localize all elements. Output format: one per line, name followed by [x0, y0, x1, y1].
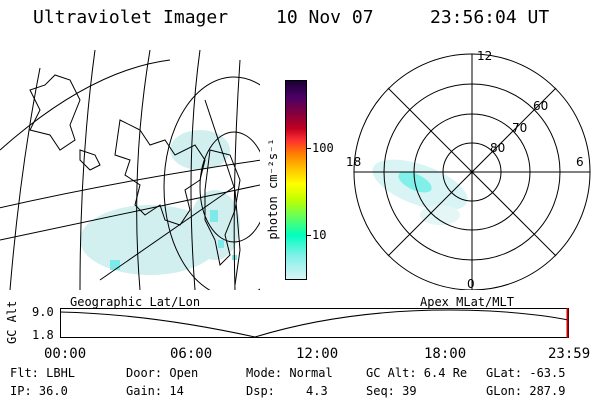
altitude-timeline: [60, 308, 569, 338]
colorbar-unit-label: photon cm⁻²s⁻¹: [266, 138, 280, 240]
info-seq: Seq: 39: [366, 384, 417, 398]
polar-aurora: [372, 159, 468, 225]
mlat-80-label: 80: [490, 141, 505, 155]
coastline: [29, 74, 241, 286]
mlt-6-label: 6: [576, 155, 584, 169]
info-gcalt: GC Alt: 6.4 Re: [366, 366, 468, 380]
info-flt: Flt: LBHL: [10, 366, 76, 380]
date-label: 10 Nov 07: [276, 7, 374, 28]
timeline-ylabel: GC Alt: [5, 300, 19, 344]
geographic-map: [0, 49, 260, 290]
info-glat: GLat: -63.5: [486, 366, 566, 380]
time-tick-1: 06:00: [170, 346, 213, 362]
timeline-ybottom: 1.8: [32, 328, 54, 342]
time-tick-4: 23:59: [548, 346, 591, 362]
info-dsp-value: 4.3: [306, 384, 328, 398]
mlat-60-label: 60: [533, 99, 548, 113]
polar-plot: 12 18 6 0 60 70 80: [346, 49, 591, 290]
mlt-18-label: 18: [346, 155, 361, 169]
instrument-title: Ultraviolet Imager: [33, 7, 229, 28]
info-glon: GLon: 287.9: [486, 384, 566, 398]
info-gain: Gain: 14: [126, 384, 184, 398]
map-label: Geographic Lat/Lon: [70, 295, 201, 309]
colorbar-tick-10: 10: [312, 228, 327, 242]
info-door: Door: Open: [126, 366, 199, 380]
info-mode: Mode: Normal: [246, 366, 333, 380]
timeline-ytop: 9.0: [32, 305, 54, 319]
time-label: 23:56:04 UT: [430, 7, 550, 28]
mlt-12-label: 12: [477, 49, 492, 63]
mlat-70-label: 70: [512, 121, 527, 135]
info-ip: IP: 36.0: [10, 384, 68, 398]
polar-label: Apex MLat/MLT: [420, 295, 514, 309]
time-tick-2: 12:00: [296, 346, 339, 362]
colorbar-tick-100: 100: [312, 141, 334, 155]
colorbar: [285, 80, 307, 280]
mlt-0-label: 0: [467, 277, 475, 290]
info-dsp-label: Dsp:: [246, 384, 275, 398]
time-tick-3: 18:00: [424, 346, 467, 362]
time-tick-0: 00:00: [44, 346, 87, 362]
